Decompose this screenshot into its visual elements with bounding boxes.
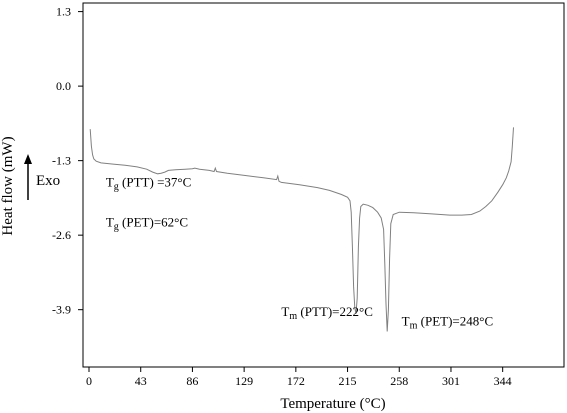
y-tick-label: -1.3 bbox=[52, 154, 71, 168]
annotation-text: (PET)=62°C bbox=[119, 215, 188, 230]
annotation-subscript: g bbox=[114, 181, 119, 192]
plot-frame bbox=[82, 2, 565, 368]
annotation-subscript: m bbox=[289, 311, 297, 322]
annotation-text: (PTT) =37°C bbox=[119, 174, 191, 189]
x-tick-label: 129 bbox=[235, 374, 253, 388]
annotation-base: T bbox=[281, 304, 289, 319]
annotation-base: T bbox=[106, 215, 114, 230]
x-tick-label: 0 bbox=[86, 374, 92, 388]
annotation-text: (PTT)=222°C bbox=[297, 304, 373, 319]
annotation-subscript: g bbox=[114, 222, 119, 233]
exo-arrow-head bbox=[24, 154, 32, 164]
x-tick-label: 344 bbox=[494, 374, 512, 388]
annotation-base: T bbox=[106, 174, 114, 189]
peak-annotation: Tm (PET)=248°C bbox=[402, 314, 493, 332]
peak-annotations: Tg (PTT) =37°CTg (PET)=62°CTm (PTT)=222°… bbox=[106, 174, 493, 331]
x-tick-label: 172 bbox=[287, 374, 305, 388]
y-tick-label: 0.0 bbox=[56, 79, 71, 93]
annotation-text: (PET)=248°C bbox=[417, 314, 493, 329]
y-axis-title: Heat flow (mW) bbox=[0, 136, 16, 235]
exo-indicator: Exo bbox=[24, 154, 60, 200]
y-axis-ticks: 1.3 0.0 -1.3 -2.6 -3.9 bbox=[52, 5, 83, 317]
x-tick-label: 86 bbox=[186, 374, 198, 388]
peak-annotation: Tm (PTT)=222°C bbox=[281, 304, 372, 322]
annotation-subscript: m bbox=[410, 321, 418, 332]
x-axis-title: Temperature (°C) bbox=[280, 396, 385, 412]
x-tick-label: 301 bbox=[442, 374, 460, 388]
x-tick-label: 215 bbox=[339, 374, 357, 388]
exo-label: Exo bbox=[36, 173, 60, 189]
heat-flow-series-line bbox=[89, 127, 514, 332]
annotation-base: T bbox=[402, 314, 410, 329]
y-tick-label: 1.3 bbox=[56, 5, 71, 19]
x-tick-label: 258 bbox=[390, 374, 408, 388]
y-tick-label: -2.6 bbox=[52, 228, 71, 242]
x-tick-label: 43 bbox=[135, 374, 147, 388]
x-axis-ticks: 0 43 86 129 172 215 258 301 344 bbox=[86, 367, 512, 388]
y-tick-label: -3.9 bbox=[52, 303, 71, 317]
plot-axes bbox=[82, 2, 565, 368]
peak-annotation: Tg (PTT) =37°C bbox=[106, 174, 191, 192]
peak-annotation: Tg (PET)=62°C bbox=[106, 215, 188, 233]
